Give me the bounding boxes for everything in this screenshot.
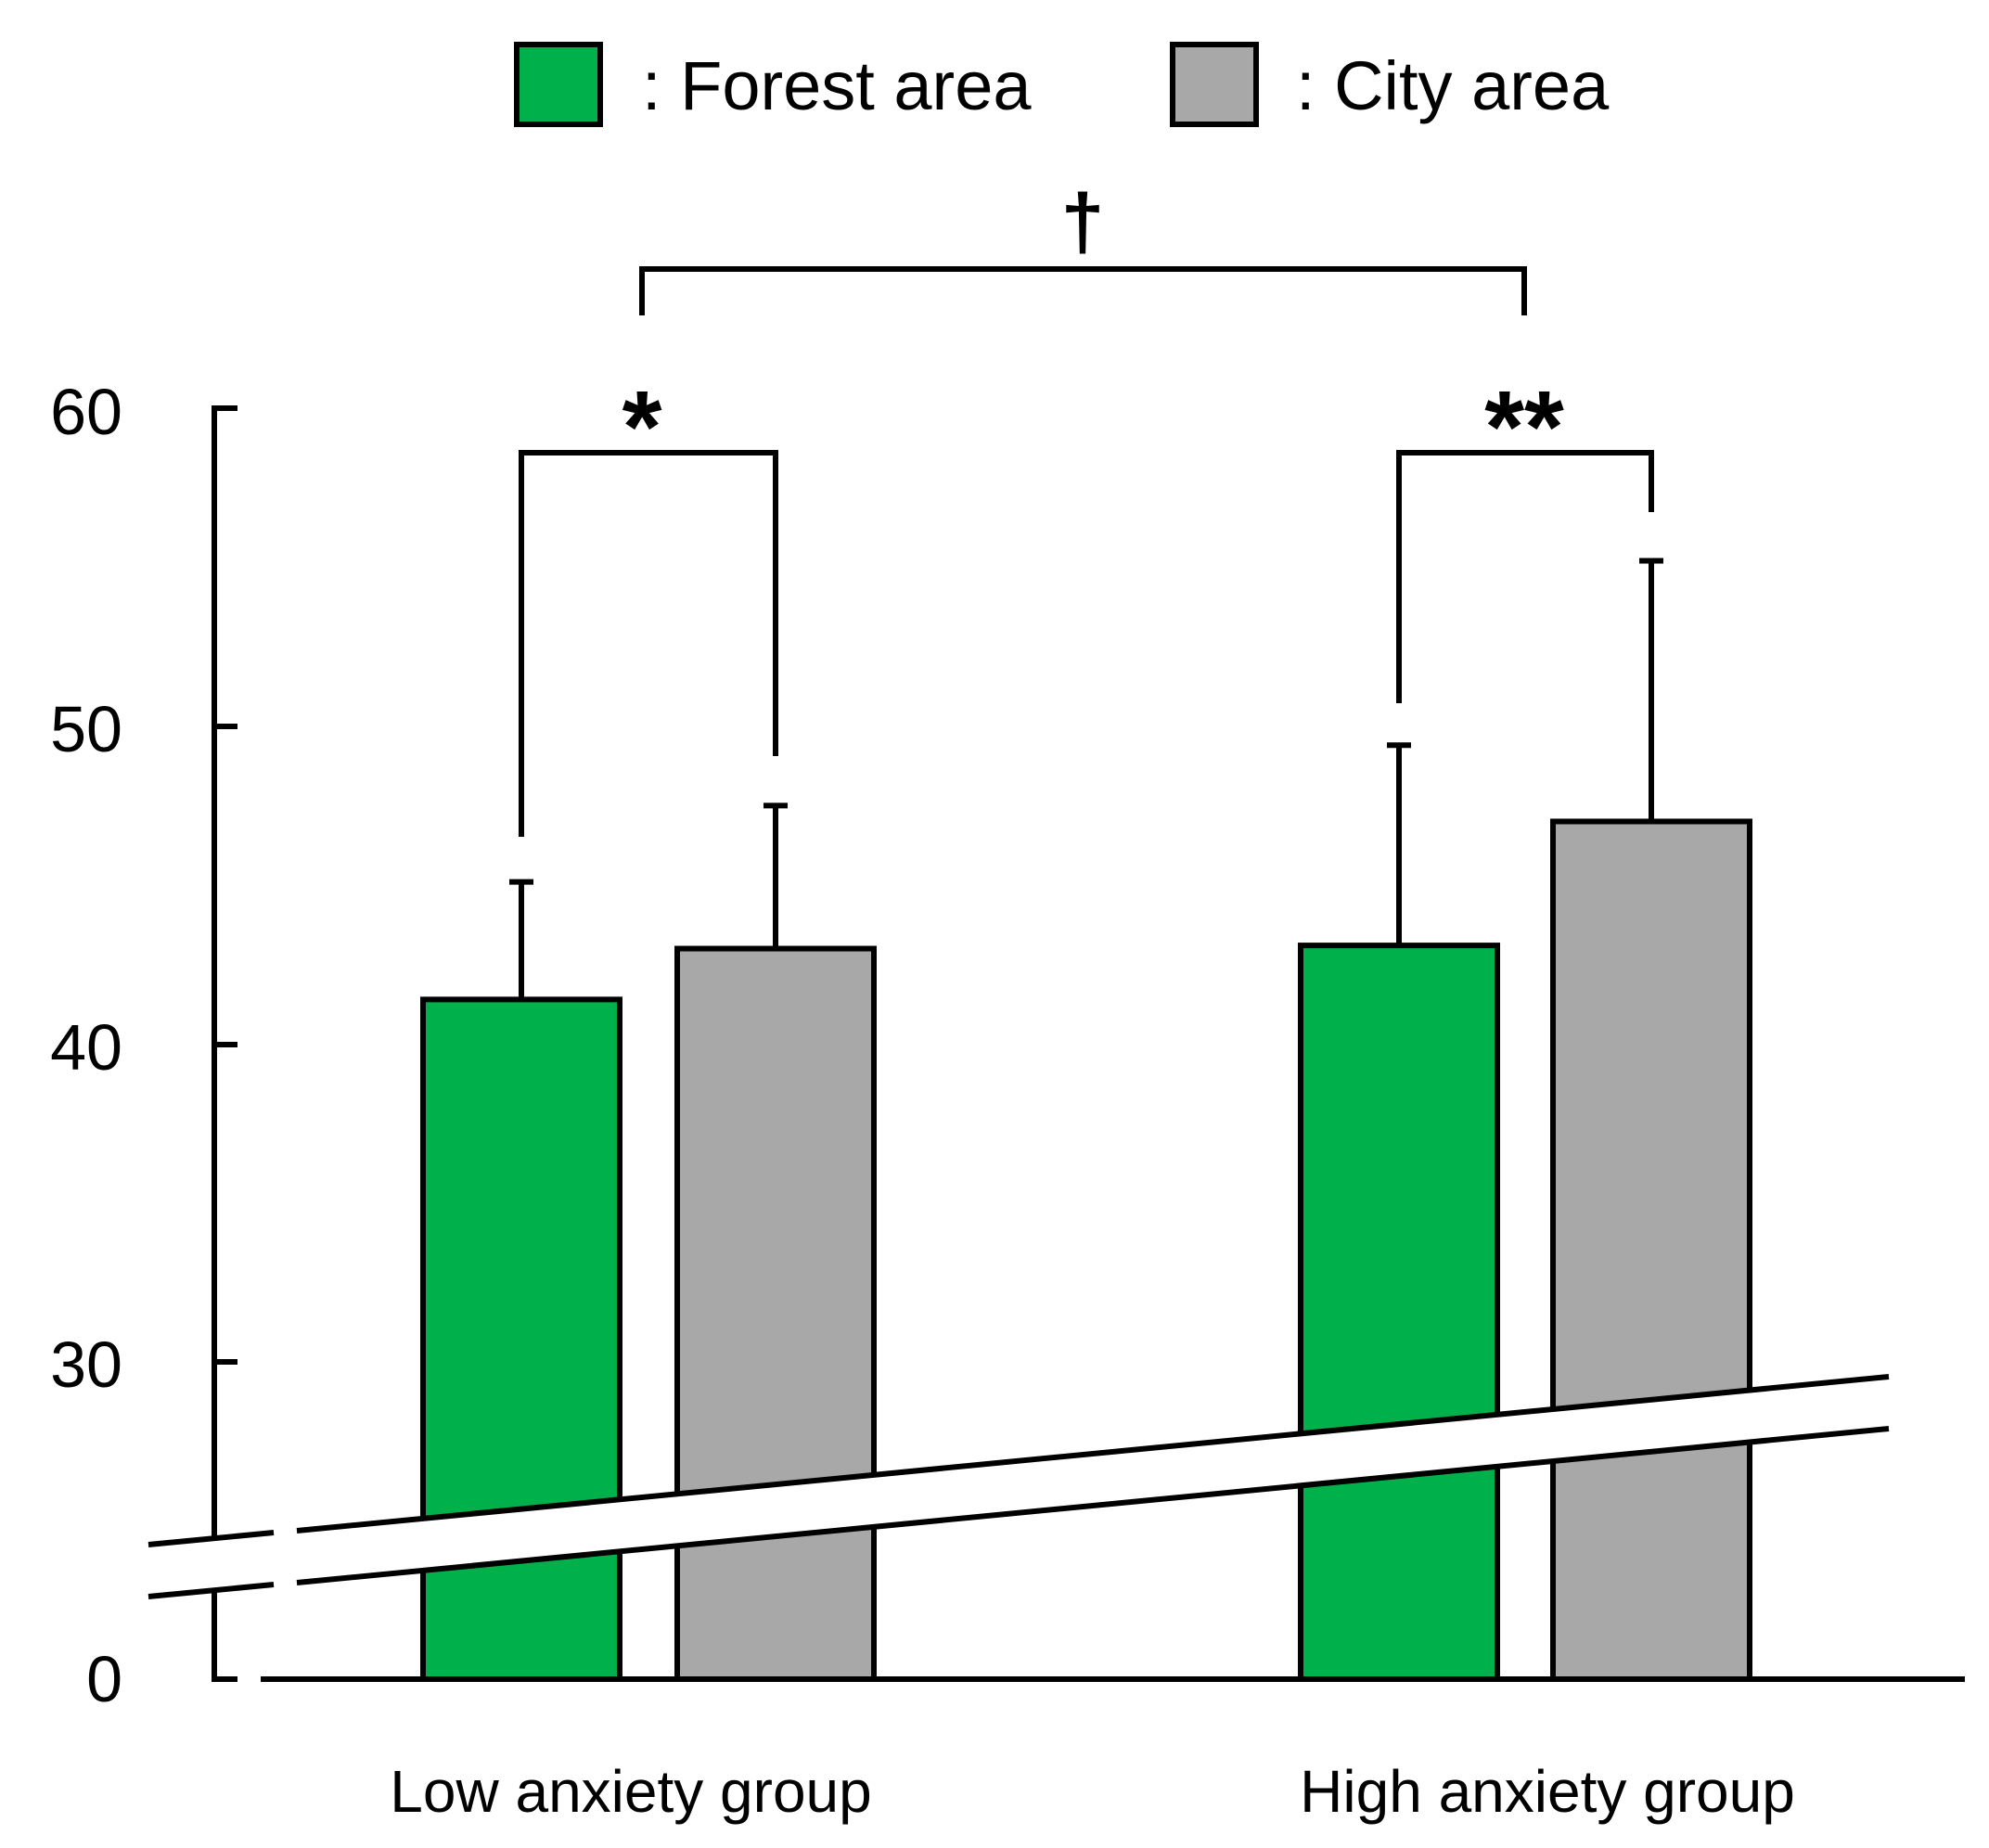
y-tick-label-30: 30 (50, 1328, 122, 1401)
y-axis: 60 50 40 30 0 (50, 376, 237, 1715)
significance-bracket-high-line (1396, 450, 1654, 703)
legend: : Forest area : City area (514, 42, 1610, 127)
significance-bracket-high: ** (1396, 370, 1654, 703)
significance-label-between: † (1061, 178, 1105, 265)
legend-label-forest: : Forest area (642, 47, 1032, 124)
significance-bracket-between-groups: † (639, 178, 1527, 315)
axis-break-lower-right (296, 1426, 1890, 1585)
bar-city-low (674, 945, 877, 1682)
significance-bracket-between-line (639, 266, 1527, 315)
significance-bracket-low: * (519, 370, 778, 837)
legend-swatch-city (1170, 42, 1259, 127)
axis-break (148, 1374, 1890, 1599)
error-bar-city-low (764, 802, 788, 949)
significance-bracket-low-line (519, 450, 778, 837)
x-category-label-low: Low anxiety group (390, 1758, 871, 1825)
x-category-label-high: High anxiety group (1300, 1758, 1795, 1825)
y-baseline-label: 0 (86, 1643, 122, 1715)
y-tick-label-40: 40 (50, 1011, 122, 1084)
bar-forest-high (1298, 943, 1500, 1682)
legend-label-city: : City area (1296, 47, 1610, 124)
significance-label-low: * (622, 370, 662, 484)
axis-break-upper-left (148, 1530, 275, 1547)
y-tick-label-50: 50 (50, 693, 122, 765)
bar-city-high (1550, 818, 1752, 1682)
axis-break-lower-left (148, 1582, 275, 1599)
error-bars (509, 558, 1663, 1000)
axis-break-upper-right (296, 1374, 1890, 1534)
legend-swatch-forest (514, 42, 603, 127)
y-tick-label-60: 60 (50, 376, 122, 448)
bar-forest-low (420, 996, 622, 1682)
significance-label-high: ** (1484, 370, 1564, 484)
error-bar-forest-high (1387, 742, 1411, 946)
axis-break-band (148, 1377, 1889, 1597)
error-bar-city-high (1639, 558, 1663, 822)
error-bar-forest-low (509, 879, 533, 1000)
